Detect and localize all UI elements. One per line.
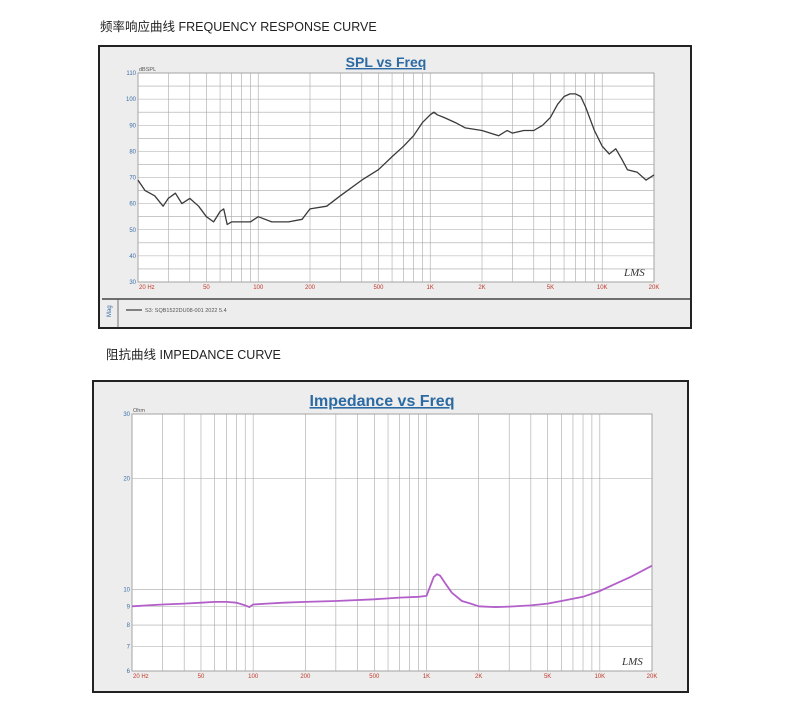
y-tick-label: 100 [126,97,137,103]
impedance-heading: 阻抗曲线 IMPEDANCE CURVE [106,348,281,362]
series-line [131,564,653,609]
x-tick-label: 500 [373,285,384,291]
series-line [137,93,655,226]
x-tick-label: 50 [198,674,205,680]
chart-title: Impedance vs Freq [310,393,455,410]
spl-chart-panel: SPL vs Freq dBSPL 110 100 90 80 70 60 50 40 30 20 H… [98,45,692,329]
impedance-chart-panel: Impedance vs Freq Ohm 30 20 10 9 8 7 6 20 Hz 50 100… [92,380,689,693]
x-tick-label: 1K [427,285,434,291]
chart-title: SPL vs Freq [346,54,427,70]
x-tick-label: 20 Hz [139,285,155,291]
y-tick-label: 80 [129,149,136,155]
lms-watermark: LMS [623,267,645,279]
y-tick-label: 8 [127,623,131,629]
x-tick-label: 2K [475,674,482,680]
lms-watermark: LMS [621,656,643,668]
y-tick-label: 30 [129,280,136,286]
plot-area [131,413,653,672]
x-tick-label: 500 [369,674,380,680]
y-tick-label: 50 [129,228,136,234]
x-tick-label: 200 [300,674,311,680]
y-tick-label: 30 [123,412,130,418]
legend-mag-label: Mag [107,305,113,317]
x-tick-label: 100 [253,285,264,291]
y-tick-label: 7 [127,644,131,650]
x-tick-label: 200 [305,285,316,291]
x-tick-label: 20 Hz [133,674,149,680]
y-axis-label: dBSPL [139,67,156,73]
x-tick-label: 50 [203,285,210,291]
x-tick-label: 20K [649,285,660,291]
y-tick-label: 9 [127,604,131,610]
x-tick-label: 5K [544,674,551,680]
y-tick-label: 70 [129,176,136,182]
x-tick-label: 100 [248,674,259,680]
legend-series-label: S3: SQB1522DU08-001 2022 5.4 [145,308,227,314]
x-tick-label: 10K [597,285,608,291]
y-tick-label: 10 [123,587,130,593]
y-axis-label: Ohm [133,408,145,414]
y-tick-label: 20 [123,477,130,483]
y-tick-label: 110 [126,71,136,77]
x-tick-label: 5K [547,285,554,291]
frequency-response-heading: 频率响应曲线 FREQUENCY RESPONSE CURVE [100,20,377,34]
x-tick-label: 1K [423,674,430,680]
x-tick-label: 10K [594,674,605,680]
y-tick-label: 90 [129,123,136,129]
y-tick-label: 60 [129,202,136,208]
x-tick-label: 20K [647,674,658,680]
y-tick-label: 40 [129,254,136,260]
x-tick-label: 2K [478,285,485,291]
y-tick-label: 6 [127,669,131,675]
